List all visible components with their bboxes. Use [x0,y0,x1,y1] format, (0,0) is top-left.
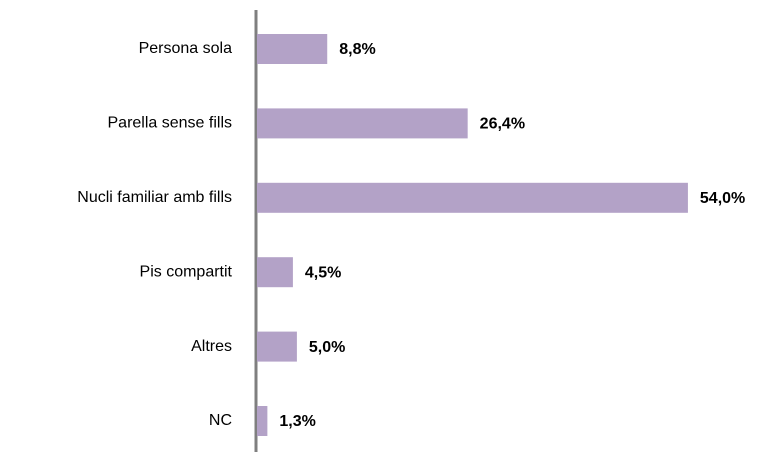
category-label: Pis compartit [140,263,233,280]
value-label: 8,8% [339,41,375,58]
value-label: 4,5% [305,264,341,281]
bar [257,406,268,436]
value-label: 54,0% [700,190,745,207]
category-label: Altres [191,338,232,355]
value-label: 26,4% [480,116,525,133]
value-label: 1,3% [279,413,315,430]
bar [257,34,328,64]
category-label: Parella sense fills [108,115,233,132]
category-label: Nucli familiar amb fills [77,189,232,206]
category-label: NC [209,412,232,429]
category-label: Persona sola [139,40,232,57]
bar [257,182,688,213]
bar [257,257,293,288]
bar [257,331,297,362]
bar [257,108,468,139]
value-label: 5,0% [309,339,345,356]
